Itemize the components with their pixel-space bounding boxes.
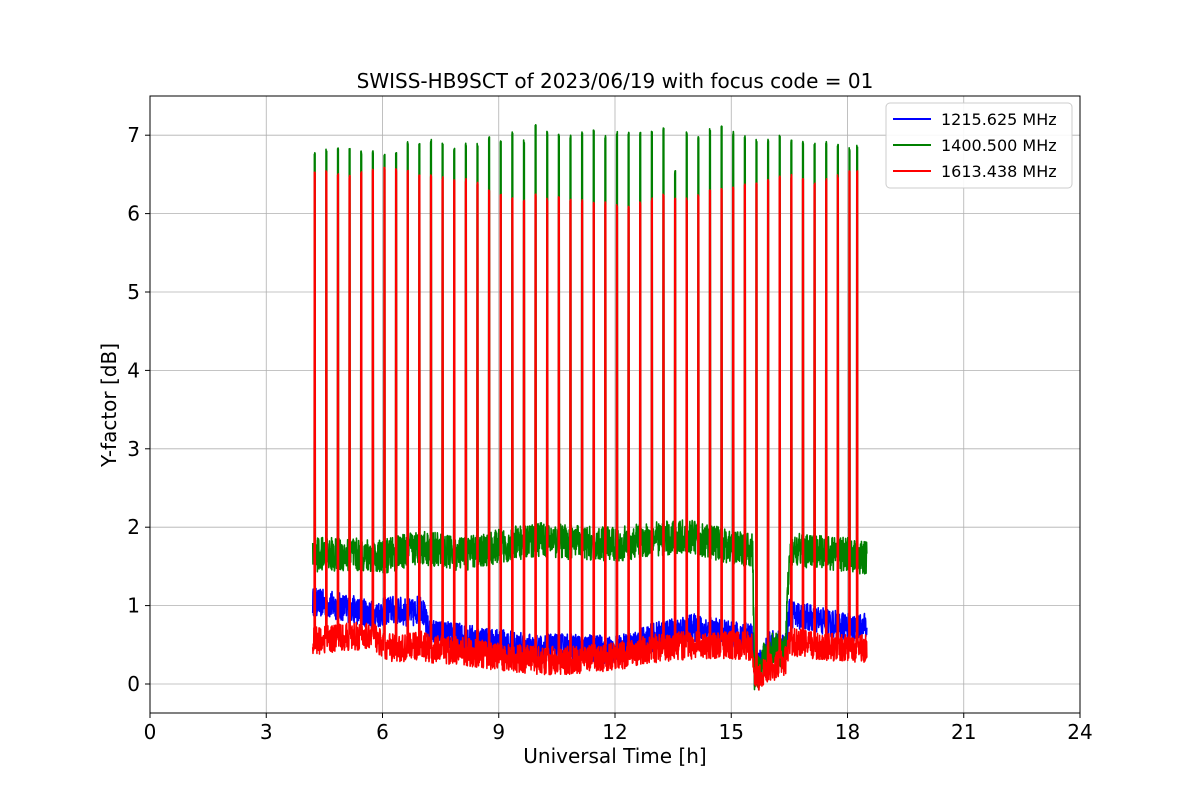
x-tick-label: 18 [835, 720, 860, 744]
x-tick-label: 0 [144, 720, 157, 744]
x-tick-label: 21 [951, 720, 976, 744]
y-tick-label: 1 [127, 594, 140, 618]
y-axis: 0 1 2 3 4 5 6 7 [127, 123, 150, 696]
series-line-1400-500 [311, 123, 868, 691]
x-tick-label: 6 [376, 720, 389, 744]
y-tick-label: 4 [127, 358, 140, 382]
chart-title: SWISS-HB9SCT of 2023/06/19 with focus co… [357, 69, 874, 93]
x-tick-label: 12 [602, 720, 627, 744]
y-tick-label: 0 [127, 672, 140, 696]
legend-box [885, 102, 1073, 189]
y-tick-label: 3 [127, 437, 140, 461]
x-tick-label: 15 [719, 720, 744, 744]
y-tick-label: 2 [127, 515, 140, 539]
series-layer [311, 123, 868, 691]
legend-label-1613: 1613.438 MHz [941, 162, 1057, 181]
x-tick-label: 3 [260, 720, 273, 744]
legend-label-1215: 1215.625 MHz [941, 110, 1057, 129]
y-tick-label: 6 [127, 202, 140, 226]
legend: 1215.625 MHz 1400.500 MHz 1613.438 MHz [885, 102, 1073, 189]
series-line-1613-438 [311, 166, 868, 691]
x-tick-label: 24 [1067, 720, 1092, 744]
y-tick-label: 7 [127, 123, 140, 147]
x-tick-label: 9 [492, 720, 505, 744]
legend-label-1400: 1400.500 MHz [941, 136, 1057, 155]
x-axis: 0 3 6 9 12 15 18 21 24 [144, 713, 1093, 744]
y-tick-label: 5 [127, 280, 140, 304]
x-axis-label: Universal Time [h] [523, 744, 706, 768]
y-axis-label: Y-factor [dB] [97, 343, 121, 468]
